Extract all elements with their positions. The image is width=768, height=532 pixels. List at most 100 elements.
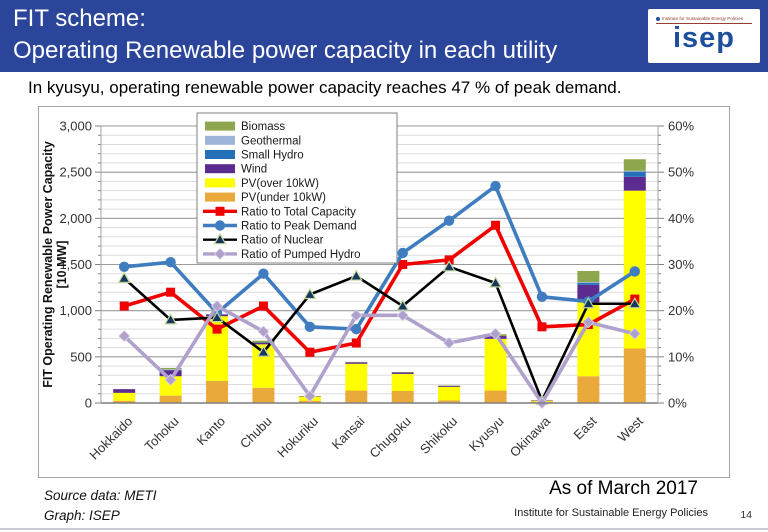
bar-segment (206, 380, 229, 403)
svg-text:Ratio of Nuclear: Ratio of Nuclear (241, 235, 324, 247)
marker-triangle (442, 260, 456, 272)
subtitle-text: In kyusyu, operating renewable power cap… (28, 78, 622, 97)
svg-text:PV(under 10kW): PV(under 10kW) (241, 192, 326, 204)
source-line2: Graph: ISEP (44, 507, 120, 523)
marker-circle (397, 247, 408, 259)
marker-diamond (582, 316, 595, 329)
bar-segment (484, 338, 507, 391)
logo-small-text: Institute for Sustainable Energy Policie… (662, 16, 744, 22)
page-number: 14 (740, 509, 752, 521)
marker-triangle (489, 276, 503, 288)
source-note: Source data: METI Graph: ISEP (44, 486, 157, 525)
marker-square (166, 287, 176, 297)
y-axis-title: FIT Operating Renewable Power Capacity [1… (41, 141, 69, 388)
marker-square (258, 301, 268, 311)
bar-segment (391, 372, 414, 374)
marker-square (491, 220, 501, 230)
bar-segment (623, 348, 646, 403)
bar-segment (623, 159, 646, 171)
legend: Biomass Geothermal Small Hydro Wind PV(over … (196, 112, 398, 264)
marker-triangle (581, 297, 595, 309)
marker-circle (258, 268, 269, 279)
x-category-label: Hokkaido (86, 414, 135, 463)
legend-item: Geothermal (205, 135, 301, 147)
legend-item: Ratio of Nuclear (203, 233, 324, 247)
marker-diamond (210, 299, 224, 313)
x-category-label: Chubu (237, 414, 275, 452)
x-category-label: Okinawa (507, 413, 554, 460)
legend-item: Ratio of Pumped Hydro (203, 247, 361, 261)
svg-text:1,000: 1,000 (59, 303, 92, 318)
logo-small-text-row: Institute for Sustainable Energy Policie… (656, 16, 752, 24)
bar-segment (577, 282, 600, 283)
legend-item: Ratio to Peak Demand (203, 220, 357, 233)
bar-segment (577, 376, 600, 403)
svg-text:PV(over 10kW): PV(over 10kW) (241, 178, 319, 190)
marker-circle (443, 215, 455, 226)
svg-text:0%: 0% (668, 396, 687, 411)
x-category-label: Chugoku (366, 414, 413, 461)
marker-circle (490, 180, 501, 192)
svg-text:FIT Operating Renewable Power: FIT Operating Renewable Power Capacity (41, 141, 55, 388)
marker-diamond (396, 309, 409, 322)
logo-dot-icon (656, 17, 660, 21)
x-category-label: Shikoku (417, 414, 460, 457)
svg-text:2,500: 2,500 (59, 165, 92, 180)
svg-text:50%: 50% (668, 165, 694, 180)
marker-square (537, 322, 547, 332)
svg-text:Ratio to Peak Demand: Ratio to Peak Demand (241, 221, 357, 233)
marker-square (215, 206, 225, 216)
marker-circle (165, 256, 176, 268)
svg-text:40%: 40% (668, 211, 694, 226)
marker-square (351, 338, 361, 348)
bar-segment (113, 392, 136, 401)
marker-circle (304, 321, 316, 333)
bar-segment (623, 171, 646, 177)
svg-text:Ratio to Total Capacity: Ratio to Total Capacity (241, 206, 356, 218)
slide-title-line1: FIT scheme: (13, 5, 146, 32)
svg-text:60%: 60% (668, 119, 694, 134)
bar-segment (438, 386, 461, 401)
marker-diamond (489, 327, 502, 340)
svg-text:1,500: 1,500 (59, 257, 92, 272)
svg-text:20%: 20% (668, 303, 694, 318)
bar-series-group (113, 159, 646, 403)
bar-segment (159, 367, 182, 370)
legend-item: Small Hydro (205, 150, 304, 162)
svg-text:Ratio of Pumped Hydro: Ratio of Pumped Hydro (241, 249, 361, 261)
marker-square (305, 347, 315, 357)
marker-diamond (628, 327, 641, 340)
svg-text:Geothermal: Geothermal (241, 135, 301, 147)
marker-circle (351, 323, 362, 335)
marker-square (398, 260, 408, 269)
x-category-label: Kanto (194, 414, 229, 449)
bar-segment (345, 363, 368, 391)
legend-item: Wind (205, 164, 267, 176)
bar-segment (391, 390, 414, 403)
bar-segment (345, 390, 368, 403)
svg-text:0: 0 (85, 396, 92, 411)
x-category-label: Tohoku (141, 414, 181, 454)
marker-triangle (213, 233, 227, 245)
bar-segment (623, 170, 646, 172)
marker-circle (214, 220, 226, 231)
bar-segment (391, 373, 414, 391)
legend-item: PV(over 10kW) (205, 178, 319, 190)
marker-square (119, 301, 129, 311)
bar-segment (113, 400, 136, 403)
bar-segment (577, 302, 600, 377)
x-category-label: Hokuriku (274, 414, 321, 461)
marker-diamond (118, 329, 131, 343)
x-category-label: East (570, 413, 599, 442)
legend-item: Biomass (205, 121, 285, 133)
marker-square (444, 255, 454, 265)
header-bar: FIT scheme: Operating Renewable power ca… (0, 0, 768, 72)
line-series-ratio-to-total-capacity (119, 220, 640, 357)
bar-segment (577, 282, 600, 285)
x-category-label: Kyusyu (466, 414, 507, 455)
bar-segment (252, 342, 275, 345)
marker-triangle (303, 287, 317, 300)
capacity-chart-svg: 0 500 1,000 1,500 2,000 2,500 3,000 0% 10% 20% 30%… (41, 112, 694, 463)
bar-segment (159, 370, 182, 377)
